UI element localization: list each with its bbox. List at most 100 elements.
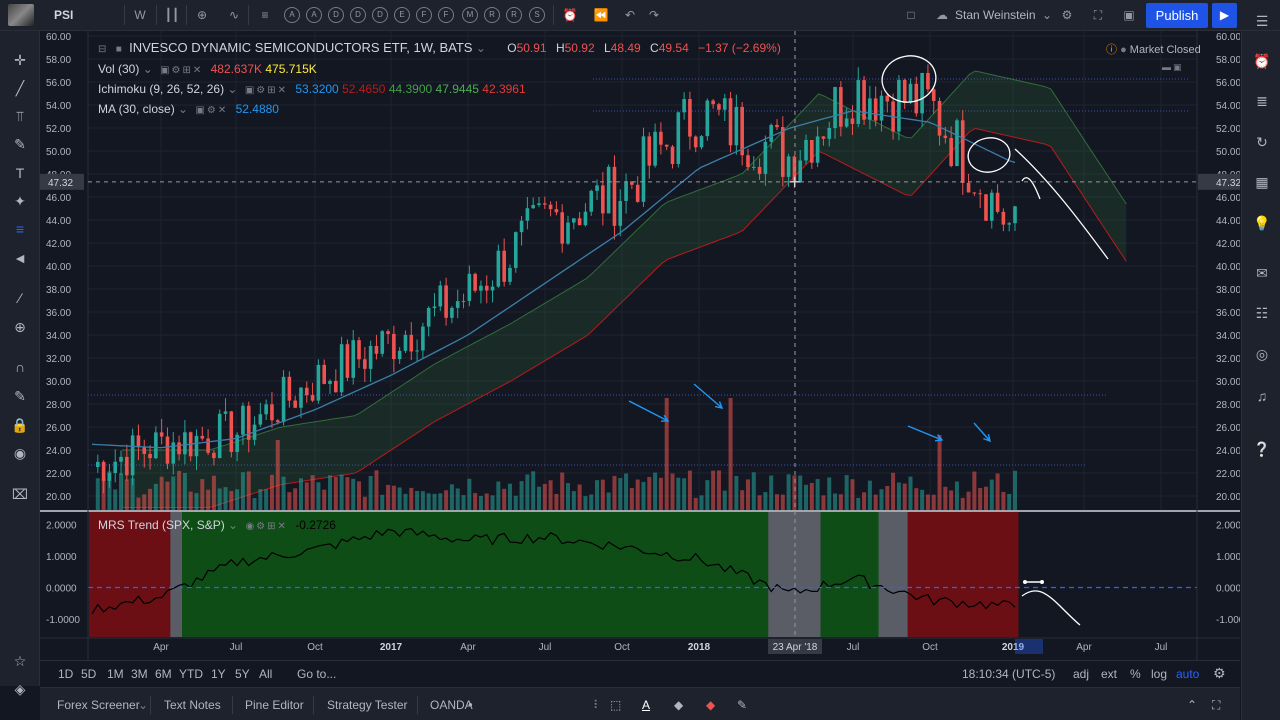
stay-drawing-icon[interactable]: ✎: [14, 388, 26, 404]
range-ytd[interactable]: YTD: [179, 667, 203, 681]
tool-s-icon[interactable]: S: [529, 7, 545, 23]
ideas-bulb-icon[interactable]: 💡: [1253, 215, 1271, 231]
eye-icon[interactable]: ◉: [13, 445, 27, 461]
lock-icon[interactable]: 🔒: [11, 417, 29, 433]
layers-icon[interactable]: ◈: [14, 681, 26, 697]
range-6m[interactable]: 6M: [155, 667, 172, 681]
publish-button[interactable]: Publish: [1146, 3, 1208, 28]
tool-f2-icon[interactable]: F: [438, 7, 454, 23]
tool-r-icon[interactable]: R: [484, 7, 500, 23]
settings-gear-icon[interactable]: ⚙: [1061, 8, 1073, 22]
pane-controls-icon[interactable]: ▬▣: [1162, 62, 1184, 72]
tool-d2-icon[interactable]: D: [350, 7, 366, 23]
tab-pine-editor[interactable]: Pine Editor: [245, 698, 304, 712]
ichimoku-name[interactable]: Ichimoku (9, 26, 52, 26): [98, 82, 225, 96]
notifications-bell-icon[interactable]: ♫: [1256, 388, 1268, 404]
chat-icon[interactable]: ✉: [1256, 265, 1268, 281]
settings-gear-icon[interactable]: ⚙: [1213, 665, 1226, 681]
fullscreen-icon[interactable]: ⛶: [1093, 8, 1103, 22]
undo-icon[interactable]: ↶: [624, 8, 636, 22]
prediction-icon[interactable]: ≡: [15, 221, 25, 237]
indicators-icon[interactable]: ∿: [228, 8, 240, 22]
indicator-controls-icon[interactable]: ◉⚙⊞✕: [245, 521, 288, 532]
tab-text-notes[interactable]: Text Notes: [164, 698, 221, 712]
range-1d[interactable]: 1D: [58, 667, 74, 681]
chart-title[interactable]: INVESCO DYNAMIC SEMICONDUCTORS ETF, 1W, …: [129, 40, 473, 55]
ext-toggle[interactable]: ext: [1101, 667, 1118, 681]
text-color-icon[interactable]: A: [642, 698, 651, 712]
goto-date-button[interactable]: Go to...: [297, 667, 337, 681]
help-chat-icon[interactable]: ❔: [1253, 441, 1271, 457]
broadcast-icon[interactable]: ◎: [1255, 346, 1269, 362]
chart-canvas[interactable]: 60.00 60.00 58.00 58.00 56.00 56.00 54.00 54.00…: [40, 31, 1240, 660]
range-5d[interactable]: 5D: [81, 667, 97, 681]
tool-d-icon[interactable]: D: [328, 7, 344, 23]
range-5y[interactable]: 5Y: [235, 667, 250, 681]
collapse-panel-icon[interactable]: ⌃: [1187, 698, 1198, 712]
interval-selector[interactable]: W: [134, 8, 146, 22]
maximize-panel-icon[interactable]: ⛶: [1212, 698, 1221, 712]
candles-icon[interactable]: ┃┃: [164, 8, 180, 22]
tool-m-icon[interactable]: M: [462, 7, 478, 23]
data-window-icon[interactable]: ≣: [1256, 93, 1268, 109]
percent-toggle[interactable]: %: [1130, 667, 1141, 681]
replay-icon[interactable]: ⏪: [593, 8, 609, 22]
adj-toggle[interactable]: adj: [1073, 667, 1090, 681]
range-3m[interactable]: 3M: [131, 667, 148, 681]
templates-icon[interactable]: ≡: [261, 8, 269, 22]
compare-icon[interactable]: ⊕: [196, 8, 208, 22]
range-1m[interactable]: 1M: [107, 667, 124, 681]
pencil-icon[interactable]: ✎: [737, 698, 748, 712]
calendar-icon[interactable]: ▦: [1255, 174, 1269, 190]
crosshair-icon[interactable]: ✛: [14, 52, 26, 68]
fill-bucket-red-icon[interactable]: ◆: [706, 698, 716, 712]
log-toggle[interactable]: log: [1151, 667, 1168, 681]
tab-strategy-tester[interactable]: Strategy Tester: [327, 698, 408, 712]
avatar[interactable]: [8, 4, 34, 26]
range-all[interactable]: All: [259, 667, 273, 681]
text-icon[interactable]: T: [15, 165, 25, 181]
chevron-down-icon[interactable]: ⌄: [138, 698, 149, 712]
collapse-icon[interactable]: ⊟: [98, 44, 107, 55]
layout-icon[interactable]: □: [907, 8, 915, 22]
tool-a2-icon[interactable]: A: [306, 7, 322, 23]
star-icon[interactable]: ☆: [13, 653, 27, 669]
indicator-controls-icon[interactable]: ▣⚙⊞✕: [244, 85, 288, 96]
chevron-down-icon[interactable]: ⌄: [475, 41, 486, 55]
pattern-icon[interactable]: ✦: [14, 193, 26, 209]
tool-f-icon[interactable]: F: [416, 7, 432, 23]
measure-icon[interactable]: ∕: [18, 290, 22, 306]
symbol-search[interactable]: PSI: [54, 8, 74, 22]
tool-d3-icon[interactable]: D: [372, 7, 388, 23]
ruler-sound-icon[interactable]: ◄: [13, 250, 27, 266]
camera-icon[interactable]: ▣: [1123, 8, 1135, 22]
clock[interactable]: 18:10:34 (UTC-5): [962, 667, 1056, 681]
watchlist-icon[interactable]: ☰: [1255, 13, 1269, 29]
trash-icon[interactable]: ⌧: [11, 486, 29, 502]
indicator-controls-icon[interactable]: ▣⚙✕: [195, 105, 229, 116]
auto-toggle[interactable]: auto: [1176, 667, 1200, 681]
alert-icon[interactable]: ⏰: [562, 8, 578, 22]
ma-name[interactable]: MA (30, close): [98, 102, 175, 116]
chevron-down-icon[interactable]: ⌄: [1041, 8, 1053, 22]
magnet-icon[interactable]: ∩: [14, 359, 26, 375]
brush-icon[interactable]: ✎: [14, 136, 26, 152]
fill-bucket-icon[interactable]: ◆: [674, 698, 684, 712]
trendline-icon[interactable]: ╱: [15, 80, 25, 96]
streams-icon[interactable]: ☷: [1255, 305, 1269, 321]
vol-name[interactable]: Vol (30): [98, 62, 140, 76]
layout-name[interactable]: Stan Weinstein: [955, 8, 1036, 22]
select-area-icon[interactable]: ⬚: [610, 698, 622, 712]
tab-forex-screener[interactable]: Forex Screener: [57, 698, 140, 712]
tool-e-icon[interactable]: E: [394, 7, 410, 23]
hotlist-icon[interactable]: ↻: [1256, 134, 1268, 150]
indicator-controls-icon[interactable]: ▣⚙⊞✕: [160, 65, 204, 76]
tab-oanda[interactable]: OANDA: [430, 698, 473, 712]
zoom-icon[interactable]: ⊕: [14, 319, 26, 335]
tool-a-icon[interactable]: A: [284, 7, 300, 23]
tool-r2-icon[interactable]: R: [506, 7, 522, 23]
redo-icon[interactable]: ↷: [648, 8, 660, 22]
range-1y[interactable]: 1Y: [211, 667, 226, 681]
mrs-name[interactable]: MRS Trend (SPX, S&P): [98, 518, 225, 532]
drag-handle-icon[interactable]: ⠇: [593, 698, 602, 712]
